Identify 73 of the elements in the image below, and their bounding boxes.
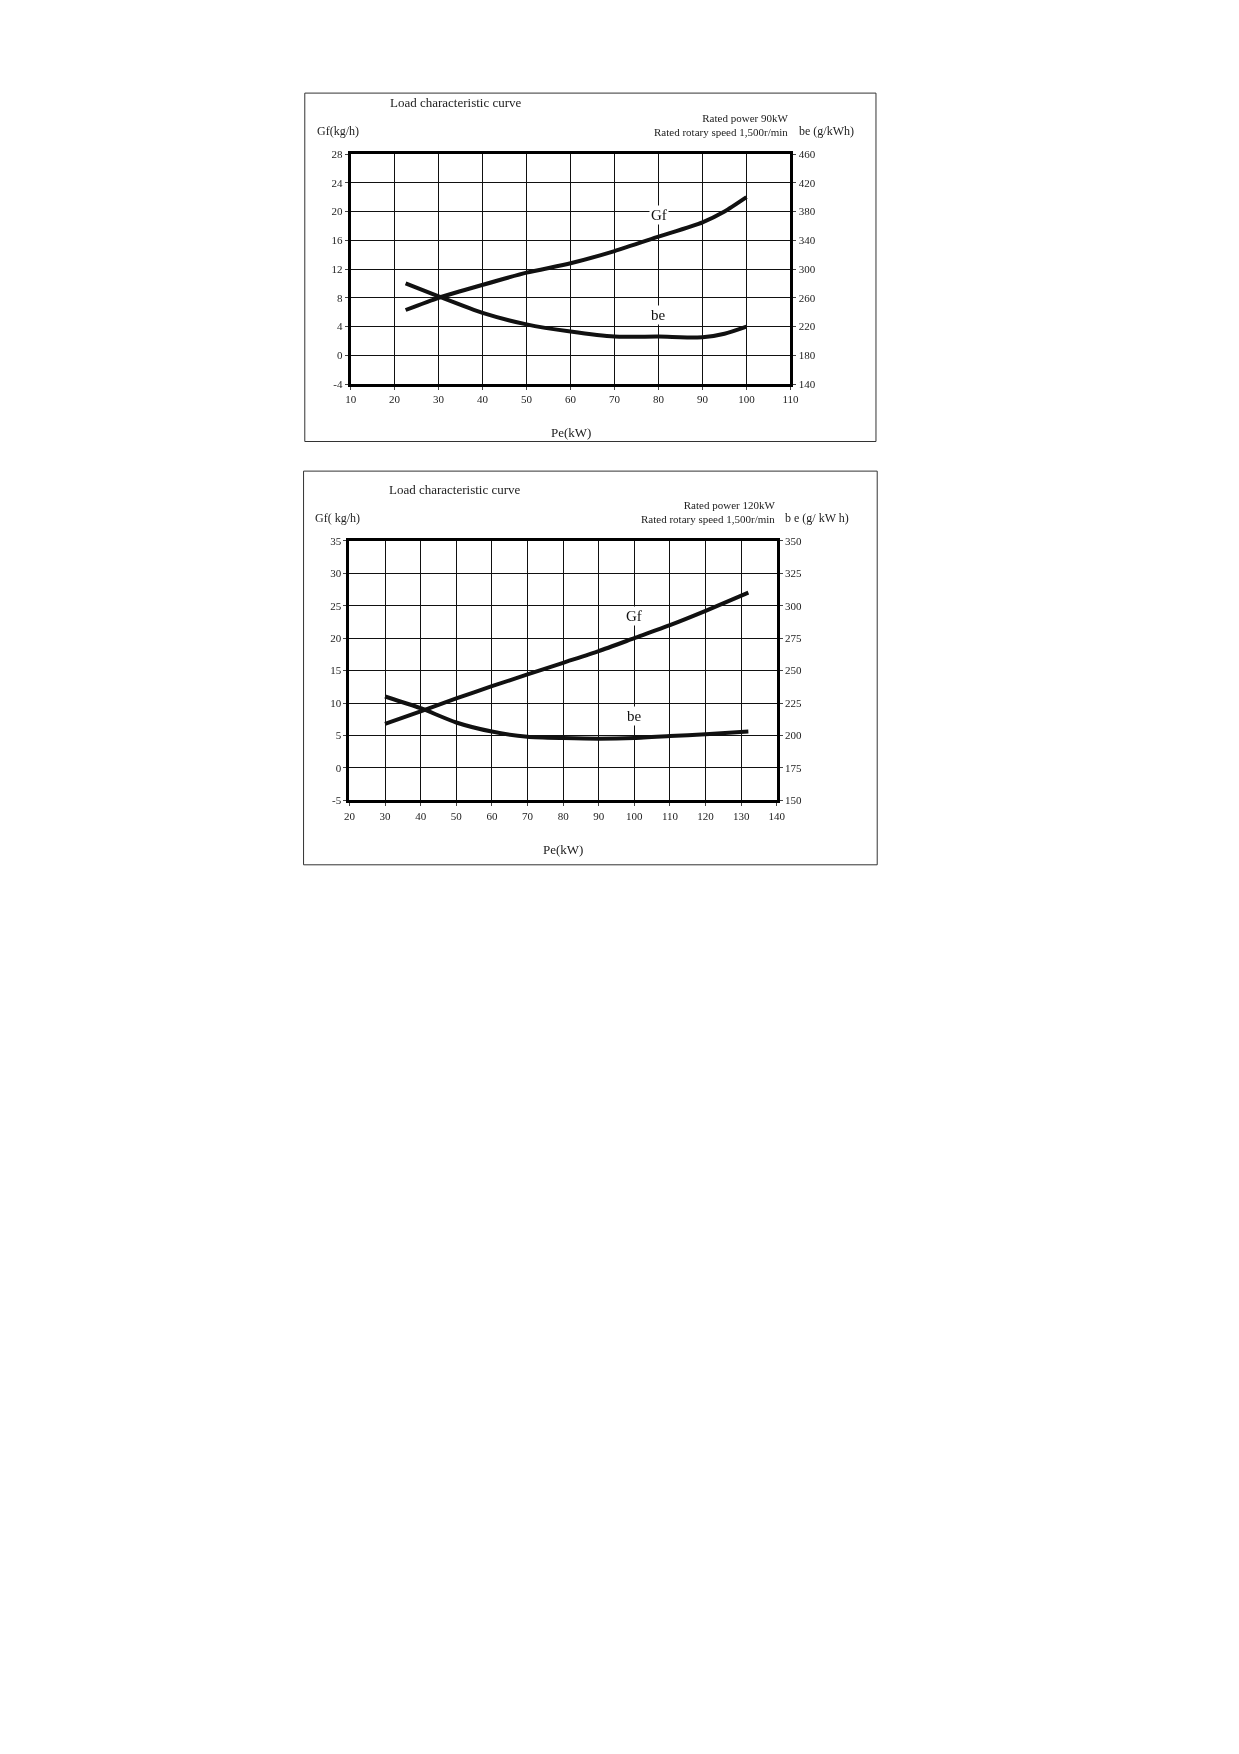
- y2-tick-label: 250: [785, 664, 803, 677]
- y2-tick-label: 220: [798, 320, 816, 333]
- y-tick-label: 8: [336, 291, 343, 304]
- x-tick-label: 60: [565, 393, 577, 406]
- y2-tick-label: 260: [798, 291, 816, 304]
- x-tick-label: 30: [379, 809, 392, 822]
- y2-tick-label: 420: [798, 176, 816, 189]
- x-tick-label: 110: [661, 809, 679, 822]
- y-tick-label: 12: [331, 262, 343, 275]
- y-axis-title: Gf(kg/h): [317, 124, 359, 138]
- series-label: be: [651, 307, 666, 323]
- y2-axis-title: be (g/kWh): [799, 124, 854, 138]
- y-tick-label: 5: [335, 729, 342, 742]
- x-tick-label: 70: [609, 393, 621, 406]
- y2-tick-label: 350: [785, 534, 803, 547]
- x-tick-label: 130: [732, 809, 750, 822]
- chart-subtitle: Rated power 90kW Rated rotary speed 1,500r/min: [654, 112, 789, 139]
- chart-title: Load characteristic curve: [390, 95, 522, 110]
- x-tick-label: 100: [626, 809, 644, 822]
- chart-title: Load characteristic curve: [389, 482, 521, 497]
- y-tick-label: 4: [336, 320, 343, 333]
- x-tick-label: 90: [593, 809, 605, 822]
- x-tick-label: 50: [521, 393, 533, 406]
- series-label: Gf: [651, 207, 667, 223]
- y2-tick-label: 275: [785, 631, 803, 644]
- x-tick-label: 100: [738, 393, 756, 406]
- y-tick-label: 35: [330, 534, 342, 547]
- x-tick-label: 50: [450, 809, 463, 822]
- chart-subtitle: Rated power 120kW Rated rotary speed 1,500r/min: [641, 499, 776, 526]
- x-tick-label: 20: [389, 393, 401, 406]
- y2-tick-label: 380: [798, 205, 816, 218]
- x-tick-label: 80: [653, 393, 665, 406]
- y-axis-title: Gf( kg/h): [315, 511, 360, 525]
- x-tick-label: 30: [433, 393, 445, 406]
- y-tick-label: 0: [335, 761, 342, 774]
- x-tick-label: 10: [345, 393, 357, 406]
- y-tick-label: 15: [330, 664, 342, 677]
- x-axis-title: Pe(kW): [543, 842, 584, 857]
- x-tick-label: 80: [557, 809, 570, 822]
- x-tick-label: 90: [697, 393, 709, 406]
- x-tick-label: 110: [782, 393, 800, 406]
- y-tick-label: 10: [330, 696, 342, 709]
- y2-tick-label: 300: [798, 262, 816, 275]
- y-tick-label: 20: [331, 205, 343, 218]
- y-tick-label: 30: [330, 567, 342, 580]
- x-tick-label: 40: [477, 393, 489, 406]
- y2-tick-label: 460: [798, 147, 816, 160]
- x-tick-label: 140: [768, 809, 786, 822]
- y2-tick-label: 340: [798, 234, 816, 247]
- y-tick-label: 28: [331, 147, 343, 160]
- y-tick-label: -5: [332, 794, 342, 807]
- y2-tick-label: 225: [785, 696, 803, 709]
- y2-tick-label: 325: [785, 567, 803, 580]
- x-axis-title: Pe(kW): [551, 425, 592, 440]
- y2-tick-label: 150: [785, 794, 803, 807]
- y2-tick-label: 180: [798, 349, 816, 362]
- y2-axis-title: b e (g/ kW h): [785, 511, 849, 525]
- y-tick-label: 0: [336, 349, 343, 362]
- y-tick-label: 16: [331, 234, 343, 247]
- y2-tick-label: 140: [798, 377, 816, 390]
- y-tick-label: 25: [330, 599, 342, 612]
- x-tick-label: 120: [697, 809, 715, 822]
- series-label: be: [627, 708, 642, 724]
- x-tick-label: 40: [415, 809, 427, 822]
- x-tick-label: 70: [522, 809, 534, 822]
- y2-tick-label: 175: [785, 761, 803, 774]
- x-tick-label: 60: [486, 809, 498, 822]
- y2-tick-label: 300: [785, 599, 803, 612]
- y-tick-label: 24: [331, 176, 343, 189]
- y-tick-label: 20: [330, 631, 342, 644]
- series-label: Gf: [626, 608, 642, 624]
- y2-tick-label: 200: [785, 729, 803, 742]
- y-tick-label: -4: [333, 377, 343, 390]
